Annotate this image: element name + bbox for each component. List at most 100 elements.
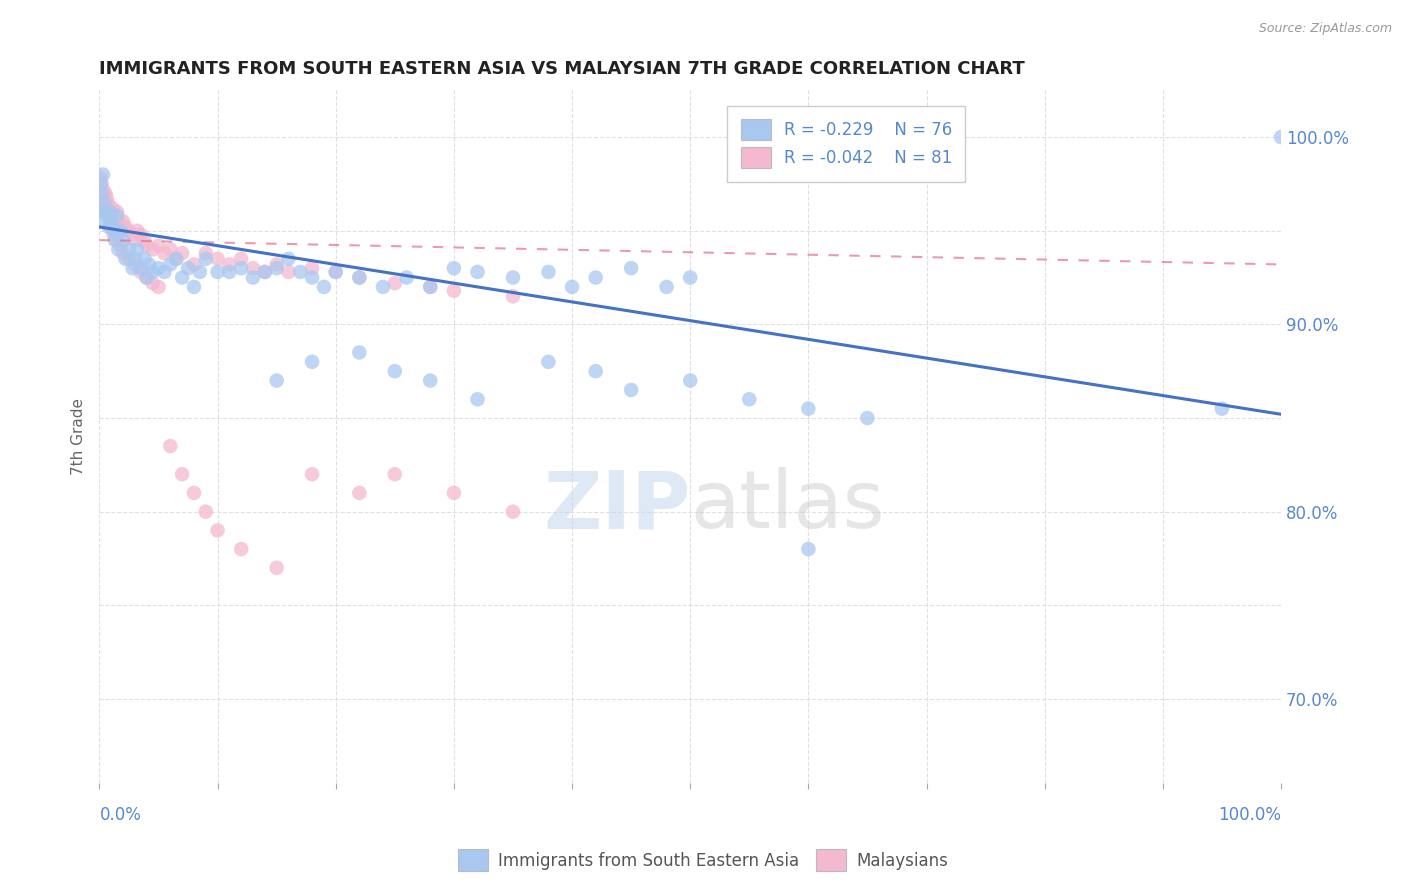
Point	[738, 392, 761, 407]
Point	[142, 243, 165, 257]
Point	[231, 261, 253, 276]
Point	[349, 270, 371, 285]
Point	[231, 252, 253, 266]
Point	[194, 246, 217, 260]
Point	[561, 280, 583, 294]
Text: Source: ZipAtlas.com: Source: ZipAtlas.com	[1258, 22, 1392, 36]
Point	[194, 505, 217, 519]
Point	[148, 280, 170, 294]
Point	[620, 383, 643, 397]
Point	[183, 486, 205, 500]
Point	[290, 265, 312, 279]
Point	[194, 252, 217, 266]
Point	[349, 270, 371, 285]
Point	[797, 542, 820, 557]
Point	[90, 186, 112, 201]
Point	[301, 467, 323, 482]
Point	[384, 364, 406, 378]
Point	[138, 257, 160, 271]
Point	[301, 355, 323, 369]
Point	[93, 195, 115, 210]
Point	[585, 364, 607, 378]
Point	[266, 374, 288, 388]
Point	[103, 214, 125, 228]
Point	[114, 252, 136, 266]
Point	[97, 201, 120, 215]
Point	[135, 270, 157, 285]
Point	[124, 233, 146, 247]
Point	[90, 186, 112, 201]
Legend: R = -0.229    N = 76, R = -0.042    N = 81: R = -0.229 N = 76, R = -0.042 N = 81	[727, 105, 966, 182]
Point	[183, 257, 205, 271]
Point	[419, 280, 441, 294]
Point	[277, 252, 299, 266]
Point	[90, 186, 112, 201]
Point	[98, 214, 121, 228]
Point	[159, 257, 181, 271]
Point	[96, 195, 118, 210]
Point	[655, 280, 678, 294]
Point	[103, 224, 125, 238]
Point	[90, 177, 112, 191]
Point	[312, 280, 335, 294]
Point	[443, 284, 465, 298]
Point	[112, 246, 135, 260]
Point	[165, 252, 187, 266]
Point	[218, 257, 240, 271]
Point	[620, 261, 643, 276]
Point	[242, 261, 264, 276]
Point	[91, 182, 114, 196]
Point	[118, 252, 141, 266]
Point	[207, 265, 229, 279]
Point	[114, 219, 136, 234]
Point	[107, 214, 129, 228]
Point	[419, 374, 441, 388]
Point	[100, 214, 122, 228]
Point	[104, 233, 127, 247]
Point	[467, 265, 489, 279]
Text: 100.0%: 100.0%	[1218, 805, 1281, 823]
Point	[129, 261, 152, 276]
Point	[105, 233, 128, 247]
Point	[384, 276, 406, 290]
Point	[127, 243, 149, 257]
Point	[91, 205, 114, 219]
Point	[135, 270, 157, 285]
Point	[172, 246, 194, 260]
Point	[384, 467, 406, 482]
Legend: Immigrants from South Eastern Asia, Malaysians: Immigrants from South Eastern Asia, Mala…	[450, 841, 956, 880]
Point	[218, 265, 240, 279]
Point	[93, 195, 115, 210]
Point	[94, 205, 117, 219]
Point	[142, 265, 165, 279]
Point	[679, 374, 702, 388]
Point	[1270, 130, 1292, 145]
Point	[104, 209, 127, 223]
Point	[349, 345, 371, 359]
Point	[177, 261, 200, 276]
Point	[188, 265, 211, 279]
Point	[118, 243, 141, 257]
Point	[118, 224, 141, 238]
Point	[91, 168, 114, 182]
Point	[103, 227, 125, 242]
Point	[91, 195, 114, 210]
Point	[127, 224, 149, 238]
Point	[112, 233, 135, 247]
Point	[94, 186, 117, 201]
Point	[856, 411, 879, 425]
Text: ZIP: ZIP	[543, 467, 690, 545]
Point	[165, 252, 187, 266]
Point	[96, 190, 118, 204]
Point	[502, 270, 524, 285]
Point	[121, 261, 143, 276]
Point	[98, 205, 121, 219]
Point	[183, 280, 205, 294]
Point	[172, 270, 194, 285]
Point	[110, 219, 132, 234]
Point	[253, 265, 276, 279]
Point	[266, 561, 288, 575]
Point	[91, 190, 114, 204]
Point	[134, 252, 156, 266]
Point	[585, 270, 607, 285]
